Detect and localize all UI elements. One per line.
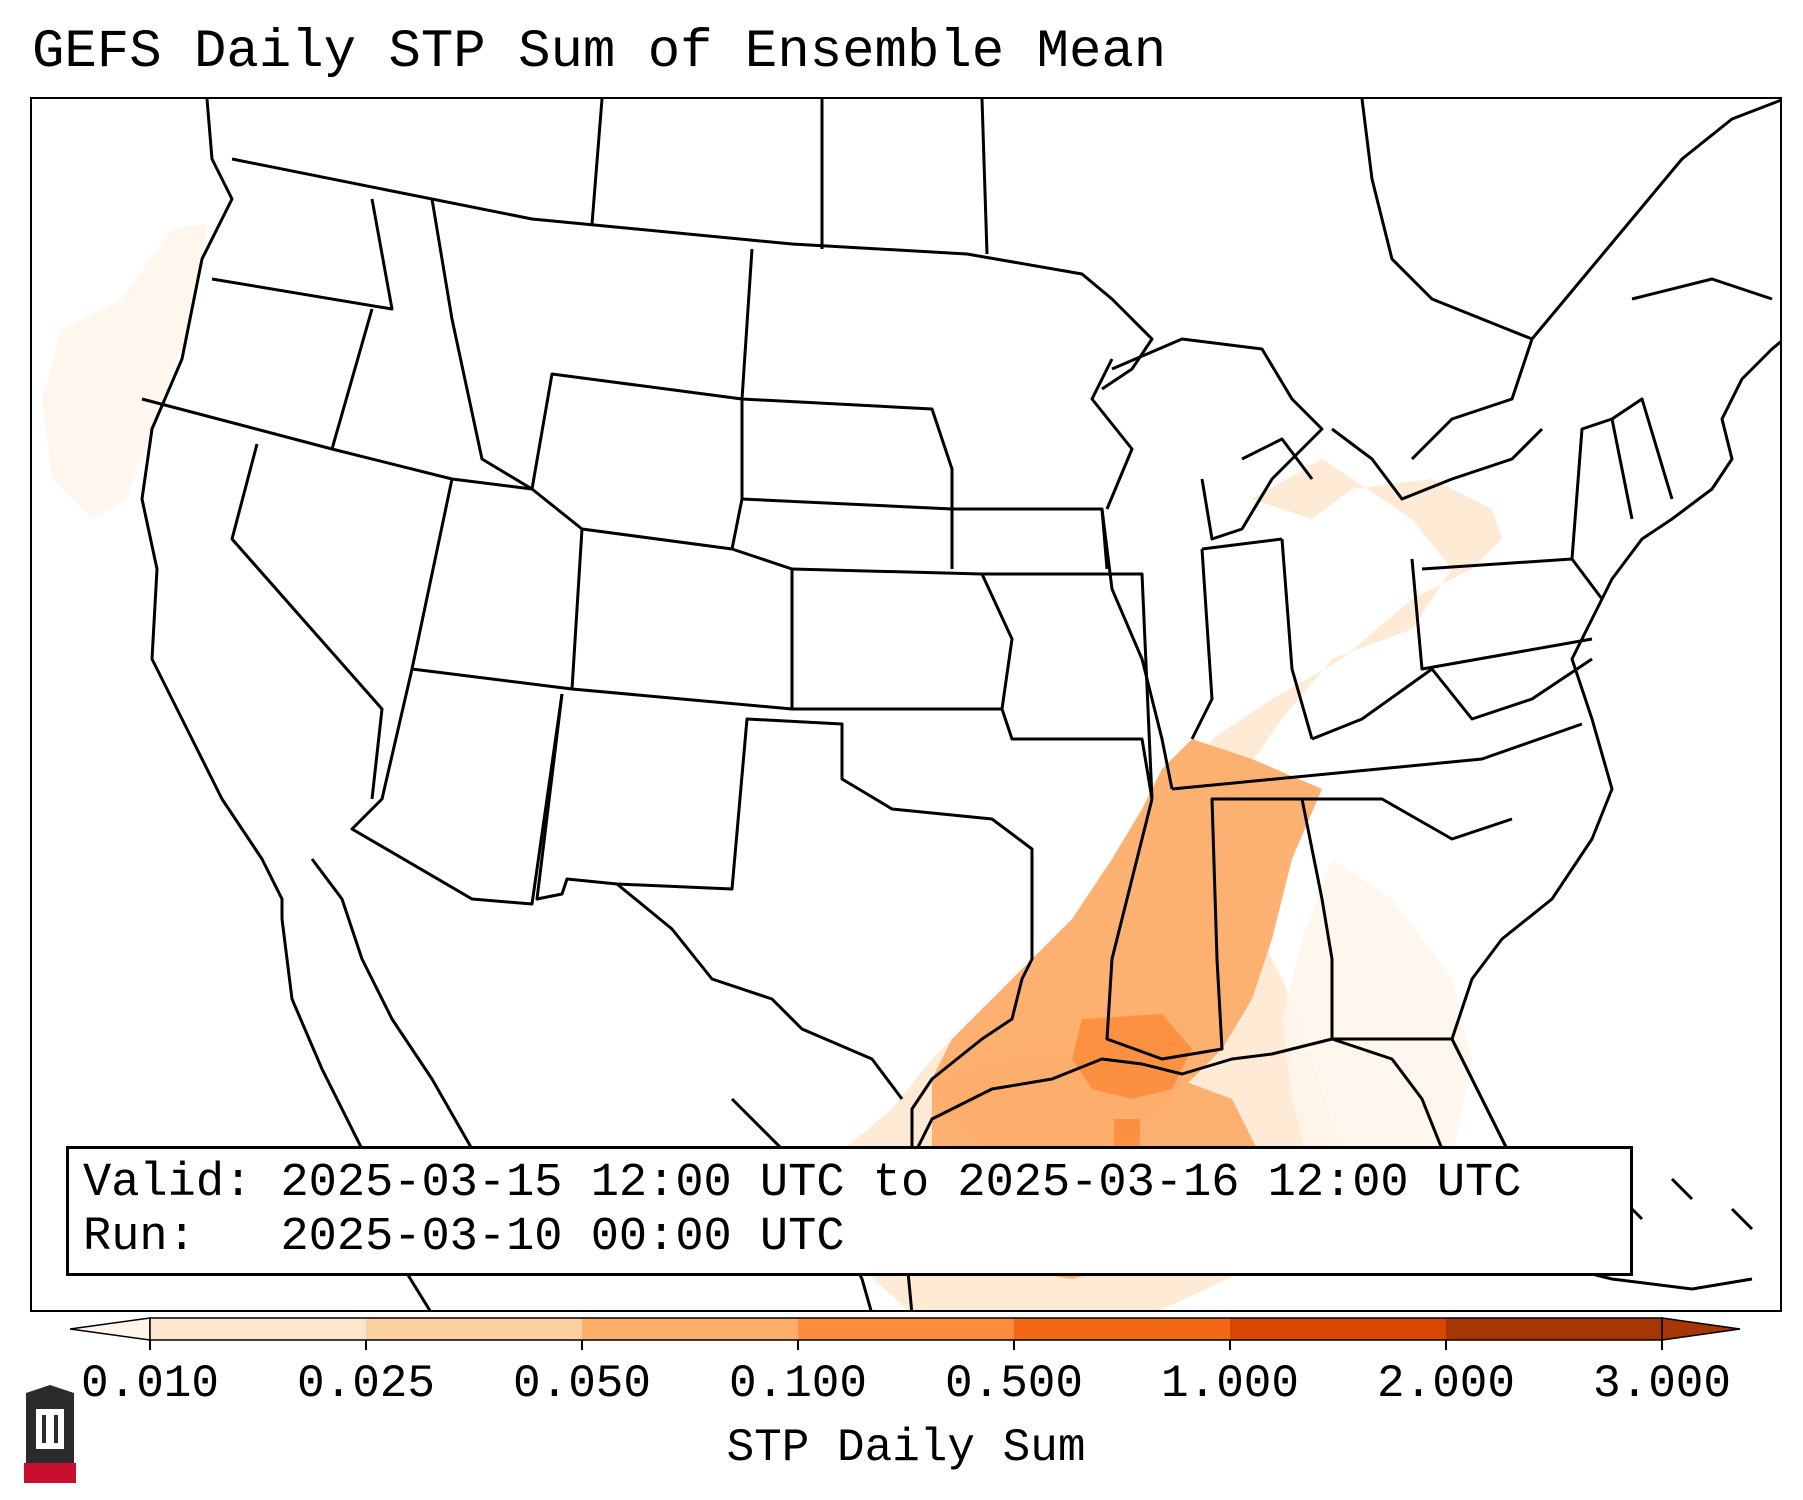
- colorbar-segment: [1014, 1318, 1231, 1340]
- colorbar-tick-label: 3.000: [1592, 1358, 1732, 1410]
- stp-shade-strong: [1072, 1014, 1192, 1099]
- state-lines-southeast: [1105, 722, 1583, 1241]
- colorbar-segment: [1230, 1318, 1447, 1340]
- colorbar-tick-label: 2.000: [1376, 1358, 1516, 1410]
- colorbar-tick-label: 0.100: [728, 1358, 868, 1410]
- colorbar-extend-high: [1661, 1317, 1741, 1341]
- valid-row: Valid: 2025-03-15 12:00 UTC to 2025-03-1…: [83, 1157, 1616, 1211]
- colorbar-outline: [149, 1317, 1663, 1341]
- colorbar-tick-label: 0.025: [296, 1358, 436, 1410]
- colorbar-segment: [582, 1318, 799, 1340]
- colorbar-svg: [69, 1317, 1741, 1350]
- state-lines-northwest: [141, 198, 533, 800]
- border-us-canada: [231, 157, 1154, 391]
- niu-logo-shield: [24, 1385, 76, 1483]
- colorbar-tick-label: 1.000: [1160, 1358, 1300, 1410]
- colorbar-segment: [798, 1318, 1015, 1340]
- valid-label: Valid:: [83, 1157, 253, 1210]
- colorbar: [69, 1314, 1742, 1359]
- canada-outline: [1360, 99, 1780, 461]
- great-lakes: [1111, 337, 1544, 541]
- map-title: GEFS Daily STP Sum of Ensemble Mean: [32, 22, 1167, 83]
- run-row: Run: 2025-03-10 00:00 UTC: [83, 1211, 1616, 1265]
- colorbar-tick-label: 0.010: [80, 1358, 220, 1410]
- colorbar-segment: [150, 1318, 367, 1340]
- run-label: Run:: [83, 1211, 196, 1264]
- coastline-west: [140, 99, 284, 919]
- coastline-east: [1450, 340, 1780, 1160]
- stp-shade-light-southeast: [1282, 859, 1472, 1239]
- state-lines-central-plains: [791, 507, 1154, 800]
- colorbar-segment: [1446, 1318, 1663, 1340]
- colorbar-tick-label: 0.500: [944, 1358, 1084, 1410]
- colorbar-extend-low: [69, 1317, 151, 1341]
- run-value: 2025-03-10 00:00 UTC: [280, 1211, 845, 1264]
- state-lines-new-mexico-texas: [535, 693, 1034, 1159]
- niu-logo: [20, 1385, 80, 1490]
- colorbar-tick-label: 0.050: [512, 1358, 652, 1410]
- colorbar-segment: [366, 1318, 583, 1340]
- state-lines-northeast: [1311, 397, 1674, 741]
- state-lines-midwest: [1090, 358, 1314, 790]
- map-svg: [42, 99, 1780, 1310]
- state-lines-north-plains: [430, 99, 989, 569]
- validity-infobox: Valid: 2025-03-15 12:00 UTC to 2025-03-1…: [66, 1146, 1633, 1276]
- map-panel: [30, 97, 1782, 1312]
- state-lines-southwest: [350, 478, 794, 906]
- stp-shade-westcoast: [42, 224, 207, 519]
- colorbar-label: STP Daily Sum: [726, 1422, 1086, 1474]
- valid-value: 2025-03-15 12:00 UTC to 2025-03-16 12:00…: [280, 1157, 1522, 1210]
